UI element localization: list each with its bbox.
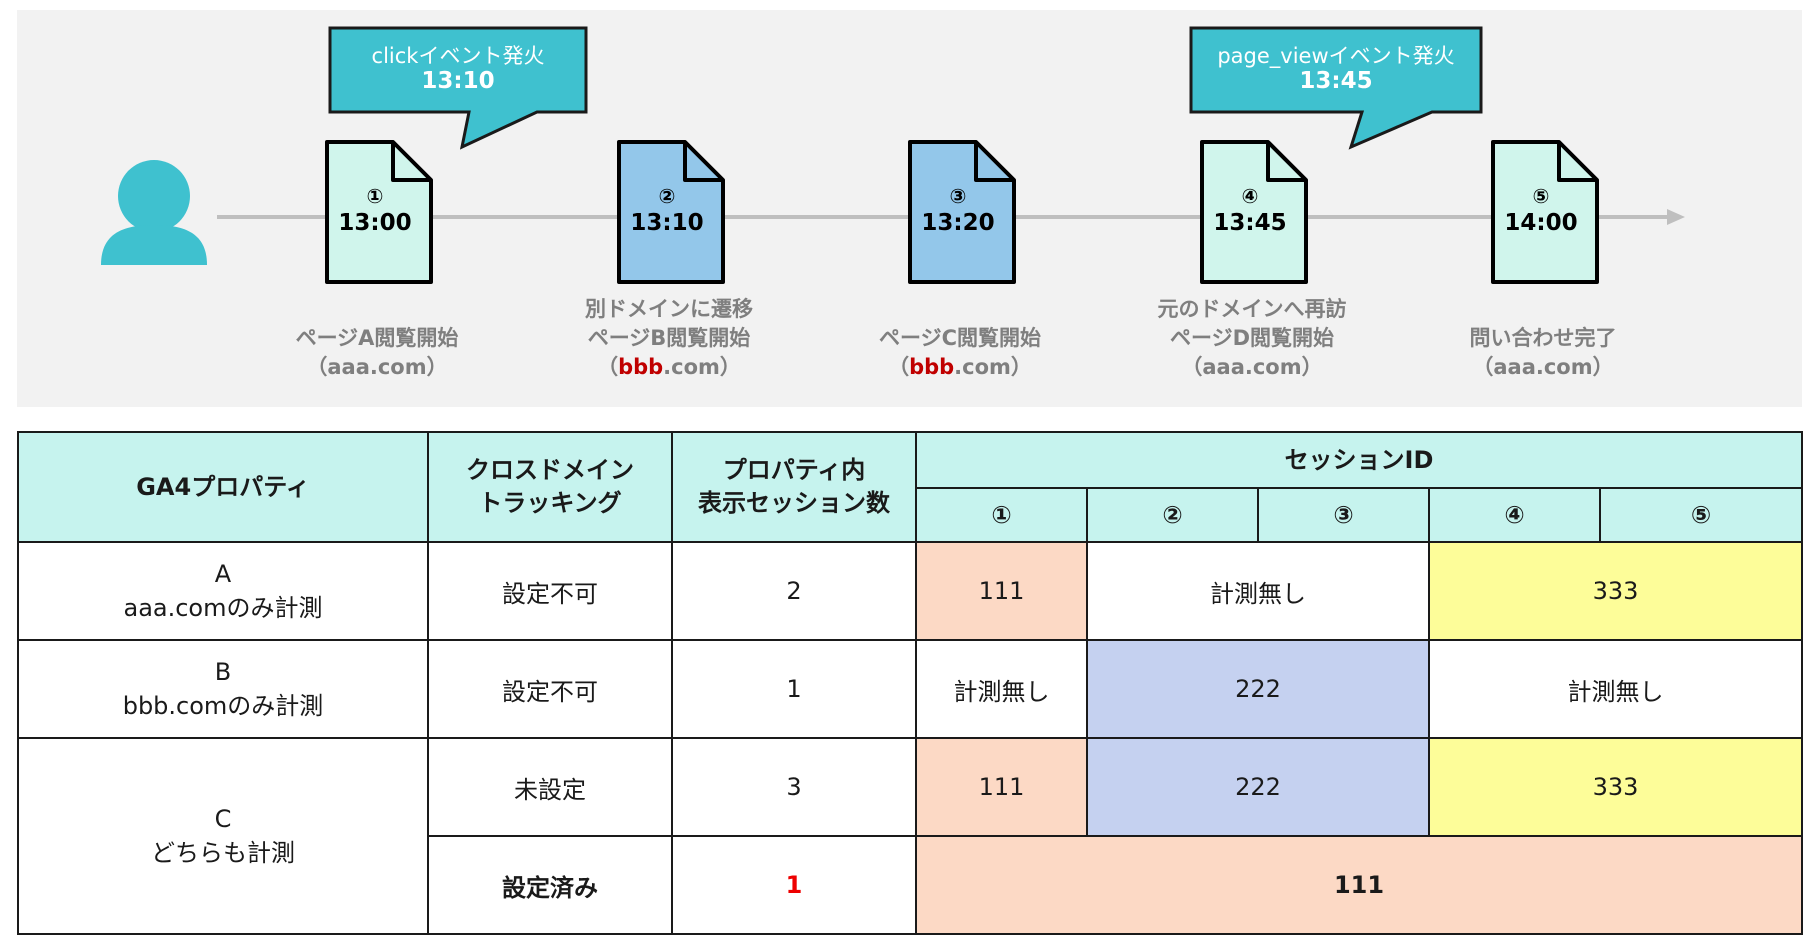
domain-name: aaa	[1202, 355, 1245, 379]
page-icon-step-5: ⑤ 14:00	[1489, 138, 1601, 286]
cross-domain-cell: 設定不可	[427, 541, 673, 641]
header-session-count: プロパティ内 表示セッション数	[671, 431, 917, 543]
session-count-cell: 1	[671, 639, 917, 739]
step-time: 13:00	[338, 210, 412, 236]
property-cell-c: C どちらも計測	[17, 737, 429, 935]
session-count-cell: 2	[671, 541, 917, 641]
caption-line: ページA閲覧開始	[295, 326, 459, 350]
caption-domain: （aaa.com）	[306, 355, 448, 379]
cross-domain-cell: 設定済み	[427, 835, 673, 935]
step-time: 13:10	[630, 210, 704, 236]
table-header-row-2: ① ② ③ ④ ⑤	[18, 487, 1803, 543]
table-row-a: A aaa.comのみ計測 設定不可 2 111 計測無し 333	[17, 541, 1803, 641]
step-caption-5: 問い合わせ完了 （aaa.com）	[1413, 324, 1673, 382]
caption-domain: （bbb.com）	[597, 355, 741, 379]
caption-domain: （aaa.com）	[1472, 355, 1614, 379]
document-icon	[617, 140, 725, 284]
session-id-cell: 計測無し	[1428, 639, 1803, 739]
caption-line: ページD閲覧開始	[1169, 326, 1334, 350]
timeline-panel: clickイベント発火 13:10 page_viewイベント発火 13:45 …	[17, 10, 1802, 407]
caption-line: 元のドメインへ再訪	[1157, 297, 1347, 321]
cross-domain-cell: 未設定	[427, 737, 673, 837]
callout-bubble-pageview-shape	[1189, 26, 1483, 150]
callout-bubble-click-shape	[328, 26, 588, 150]
callout-pageview-time: 13:45	[1299, 68, 1373, 94]
timeline-graphics	[101, 26, 1685, 265]
session-id-cell: 222	[1086, 737, 1430, 837]
timeline-arrowhead	[1667, 209, 1685, 225]
session-id-cell: 計測無し	[915, 639, 1088, 739]
session-id-cell: 333	[1428, 737, 1803, 837]
session-id-cell: 111	[915, 737, 1088, 837]
domain-name: aaa	[1493, 355, 1536, 379]
step-number: ②	[658, 184, 676, 208]
caption-line: ページC閲覧開始	[879, 326, 1041, 350]
step-number: ③	[949, 184, 967, 208]
header-step-5: ⑤	[1599, 487, 1803, 543]
table-row-c-unset: C どちらも計測 未設定 3 111 222 333	[17, 737, 1803, 935]
caption-line: ページB閲覧開始	[587, 326, 751, 350]
step-time: 13:20	[921, 210, 995, 236]
header-session-id: セッションID	[915, 431, 1803, 489]
session-table: GA4プロパティ クロスドメイン トラッキング プロパティ内 表示セッション数 …	[17, 431, 1803, 935]
table-row-c-set: 設定済み 1 111	[18, 835, 1803, 935]
session-count-cell: 3	[671, 737, 917, 837]
session-id-cell: 111	[915, 835, 1803, 935]
page-icon-step-2: ② 13:10	[615, 138, 727, 286]
header-cross-domain: クロスドメイン トラッキング	[427, 431, 673, 543]
page-icon-step-3: ③ 13:20	[906, 138, 1018, 286]
caption-line: 問い合わせ完了	[1469, 326, 1617, 350]
callout-click: clickイベント発火 13:10	[330, 28, 586, 112]
callout-click-time: 13:10	[421, 68, 495, 94]
document-icon	[325, 140, 433, 284]
step-number: ④	[1241, 184, 1259, 208]
header-property: GA4プロパティ	[17, 431, 429, 543]
step-number: ⑤	[1532, 184, 1550, 208]
step-time: 13:45	[1213, 210, 1287, 236]
header-step-3: ③	[1257, 487, 1430, 543]
caption-domain: （bbb.com）	[888, 355, 1032, 379]
session-id-cell: 333	[1428, 541, 1803, 641]
step-caption-1: ページA閲覧開始 （aaa.com）	[247, 324, 507, 382]
table-row-b: B bbb.comのみ計測 設定不可 1 計測無し 222 計測無し	[17, 639, 1803, 739]
step-caption-2: 別ドメインに遷移 ページB閲覧開始 （bbb.com）	[539, 295, 799, 382]
step-caption-4: 元のドメインへ再訪 ページD閲覧開始 （aaa.com）	[1122, 295, 1382, 382]
callout-pageview: page_viewイベント発火 13:45	[1208, 28, 1464, 112]
session-id-cell: 計測無し	[1086, 541, 1430, 641]
user-icon	[101, 160, 207, 265]
domain-name-highlight: bbb	[909, 355, 955, 379]
page-icon-step-1: ① 13:00	[323, 138, 435, 286]
domain-name-highlight: bbb	[618, 355, 664, 379]
document-icon	[908, 140, 1016, 284]
step-caption-3: ページC閲覧開始 （bbb.com）	[830, 324, 1090, 382]
caption-domain: （aaa.com）	[1181, 355, 1323, 379]
session-count-cell-highlight: 1	[671, 835, 917, 935]
callout-click-title: clickイベント発火	[371, 44, 545, 68]
session-id-cell: 111	[915, 541, 1088, 641]
page-icon-step-4: ④ 13:45	[1198, 138, 1310, 286]
table-header-row-1: GA4プロパティ クロスドメイン トラッキング プロパティ内 表示セッション数 …	[17, 431, 1803, 543]
header-step-4: ④	[1428, 487, 1601, 543]
domain-name: aaa	[327, 355, 370, 379]
step-number: ①	[366, 184, 384, 208]
header-step-1: ①	[915, 487, 1088, 543]
step-time: 14:00	[1504, 210, 1578, 236]
property-cell-a: A aaa.comのみ計測	[17, 541, 429, 641]
document-icon	[1491, 140, 1599, 284]
caption-line: 別ドメインに遷移	[585, 297, 753, 321]
session-id-cell: 222	[1086, 639, 1430, 739]
callout-pageview-title: page_viewイベント発火	[1217, 44, 1455, 68]
document-icon	[1200, 140, 1308, 284]
header-step-2: ②	[1086, 487, 1259, 543]
property-cell-b: B bbb.comのみ計測	[17, 639, 429, 739]
cross-domain-cell: 設定不可	[427, 639, 673, 739]
